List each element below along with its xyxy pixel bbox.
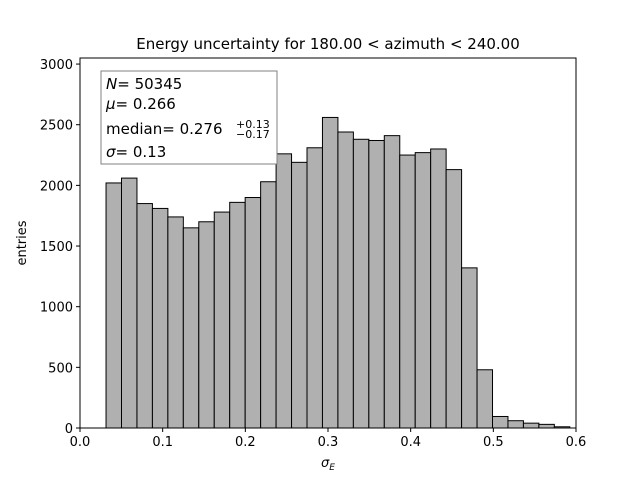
y-tick-label: 1000 (40, 301, 73, 316)
stat-median-value: = 0.276 (162, 120, 222, 138)
histogram-bar (213, 211, 231, 429)
y-tick-label: 1500 (40, 240, 73, 255)
stats-box: N= 50345 μ= 0.266 median= 0.276 +0.13 −0… (100, 70, 278, 165)
x-tick-label: 0.0 (70, 435, 91, 450)
chart-title: Energy uncertainty for 180.00 < azimuth … (136, 35, 520, 53)
x-axis-label-symbol: σ (321, 456, 330, 471)
histogram-bar (522, 422, 540, 429)
histogram-bar (136, 203, 153, 429)
x-axis-label: σE (321, 456, 335, 473)
histogram-bars (105, 116, 571, 429)
histogram-bar (229, 201, 246, 429)
stat-n-label: N (106, 75, 117, 93)
x-tick-label: 0.5 (483, 435, 504, 450)
histogram-bar (368, 139, 385, 429)
stat-sigma-label: σ (106, 143, 116, 161)
histogram-bar (383, 135, 401, 429)
y-tick-label: 2500 (40, 119, 73, 134)
stat-mu-label: μ (105, 95, 116, 113)
histogram-bar (182, 227, 200, 429)
histogram-bar (507, 420, 524, 429)
stats-box-frame (100, 70, 278, 165)
histogram-bar (121, 177, 138, 429)
histogram-bar (321, 116, 339, 429)
stat-mu: μ= 0.266 (105, 95, 176, 113)
histogram-bar (167, 216, 184, 429)
stat-median-minus: −0.17 (236, 128, 270, 141)
y-axis-label: entries (15, 220, 30, 265)
histogram-bar (260, 181, 277, 429)
x-axis-label-subscript: E (329, 463, 335, 473)
histogram-bar (445, 169, 463, 429)
histogram-bar (352, 138, 370, 429)
stat-sigma-value: = 0.13 (116, 143, 167, 161)
y-tick-label: 2000 (40, 179, 73, 194)
histogram-bar (476, 369, 494, 429)
stat-median-label: median (106, 120, 162, 138)
histogram-bar (461, 267, 478, 429)
histogram-bar (105, 182, 123, 429)
histogram-bar (198, 221, 215, 429)
y-axis-ticks: 0 500 1000 1500 2000 2500 3000 (40, 58, 80, 437)
y-tick-label: 500 (48, 361, 73, 376)
stat-n-value: = 50345 (117, 75, 182, 93)
histogram-bar (399, 154, 416, 429)
histogram-bar (275, 153, 293, 429)
histogram-bar (291, 161, 308, 429)
stat-sigma: σ= 0.13 (106, 143, 166, 161)
x-tick-label: 0.3 (318, 435, 339, 450)
stat-median: median= 0.276 (106, 120, 223, 138)
histogram-bar (414, 152, 432, 429)
y-tick-label: 0 (65, 422, 73, 437)
histogram-bar (306, 147, 323, 429)
histogram-bar (492, 415, 509, 429)
histogram-bar (430, 148, 447, 429)
stat-median-plus: +0.13 (236, 118, 270, 131)
histogram-bar (151, 207, 169, 429)
x-tick-label: 0.4 (400, 435, 421, 450)
y-tick-label: 3000 (40, 58, 73, 73)
histogram-bar (244, 197, 262, 429)
x-tick-label: 0.2 (235, 435, 256, 450)
stat-n: N= 50345 (106, 75, 182, 93)
x-tick-label: 0.1 (152, 435, 173, 450)
x-tick-label: 0.6 (566, 435, 587, 450)
histogram-bar (337, 131, 354, 429)
x-axis-ticks: 0.0 0.1 0.2 0.3 0.4 0.5 0.6 (70, 428, 587, 450)
stat-mu-value: = 0.266 (116, 95, 176, 113)
histogram-bar (538, 423, 555, 429)
